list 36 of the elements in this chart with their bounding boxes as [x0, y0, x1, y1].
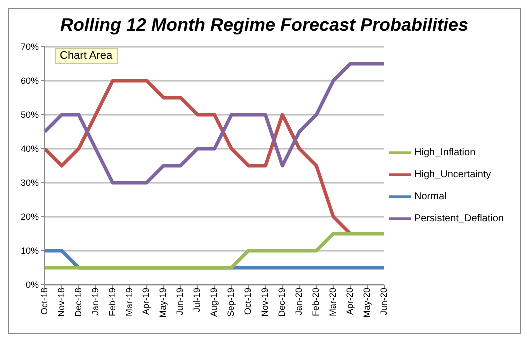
x-tick-label: Apr-19: [141, 288, 152, 316]
y-tick-label: 70%: [20, 42, 39, 52]
x-tick-label: Apr-20: [344, 288, 355, 316]
chart-title: Rolling 12 Month Regime Forecast Probabilities: [59, 15, 470, 37]
line-series: [43, 62, 386, 185]
y-tick-label: 40%: [20, 144, 39, 154]
y-tick-label: 30%: [20, 178, 39, 188]
y-tick-label: 0%: [26, 280, 39, 290]
x-tick-label: Mar-19: [124, 288, 134, 317]
x-tick-label: Sep-19: [226, 288, 236, 318]
x-tick-label: Nov-18: [56, 288, 66, 318]
x-tick-label: Nov-19: [260, 288, 270, 318]
tooltip-box: Chart Area: [55, 48, 118, 64]
x-tick-label: Oct-19: [243, 288, 254, 316]
x-tick-label: Jun-20: [378, 288, 389, 316]
x-tick-label: Mar-20: [328, 288, 338, 317]
x-tick-label: May-19: [158, 288, 168, 318]
y-tick-label: 50%: [20, 110, 39, 120]
x-tick-label: Oct-18: [39, 288, 50, 316]
x-tick-label: Dec-19: [277, 288, 288, 318]
x-tick-label: Feb-19: [107, 288, 118, 317]
x-tick-label: Jan-20: [294, 288, 304, 316]
y-tick-label: 20%: [20, 212, 39, 222]
x-tick-label: Dec-18: [73, 288, 84, 318]
x-tick-label: May-20: [362, 288, 372, 318]
legend-label: Persistent_Deflation: [414, 214, 504, 225]
y-tick-label: 60%: [20, 76, 39, 86]
x-tick-label: Jun-19: [175, 288, 186, 316]
x-tick-label: Jul-19: [192, 288, 202, 313]
x-tick-label: Feb-20: [310, 288, 321, 317]
legend-label: High_Uncertainty: [414, 170, 492, 181]
x-tick-label: Jan-19: [90, 288, 100, 316]
y-tick-label: 10%: [20, 246, 39, 256]
x-tick-label: Aug-19: [209, 288, 220, 318]
legend-label: High_Inflation: [414, 148, 476, 159]
legend-label: Normal: [414, 192, 447, 203]
